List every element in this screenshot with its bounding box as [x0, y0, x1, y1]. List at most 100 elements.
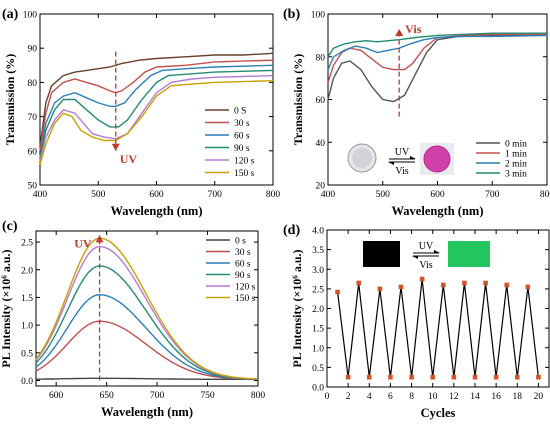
cycle-point — [536, 374, 541, 380]
y-tick-label: 60 — [28, 147, 38, 157]
cycle-point — [493, 374, 499, 380]
x-tick-label: 500 — [91, 190, 106, 200]
legend-label: 90 s — [234, 144, 250, 154]
x-tick-label: 0 — [325, 392, 330, 402]
x-tick-label: 600 — [430, 190, 445, 200]
cycle-point — [398, 284, 404, 290]
cycle-point — [345, 374, 351, 380]
series-line-60-s — [35, 293, 259, 380]
legend-label: 150 s — [234, 169, 255, 179]
x-axis-label: Wavelength (nm) — [101, 405, 193, 419]
y-tick-label: 0.0 — [21, 377, 33, 387]
cycle-point — [419, 276, 425, 282]
y-tick-label: 2.0 — [312, 305, 324, 315]
x-tick-label: 6 — [388, 392, 393, 402]
panel-label: (b) — [283, 7, 300, 22]
inset-lower-label: Vis — [419, 260, 432, 271]
series-line-0-min — [327, 34, 547, 103]
cycle-point — [472, 374, 478, 380]
cycle-point — [514, 374, 520, 380]
cycle-point — [483, 280, 488, 286]
cycle-point — [377, 286, 383, 292]
y-tick-label: 80 — [316, 53, 326, 63]
x-tick-label: 20 — [534, 392, 544, 402]
legend-label: 120 s — [235, 283, 256, 293]
x-tick-label: 800 — [266, 190, 281, 200]
legend-label: 150 s — [235, 294, 256, 304]
y-tick-label: 2.5 — [312, 285, 324, 295]
x-tick-label: 2 — [346, 392, 351, 402]
panel-label: (d) — [283, 223, 300, 238]
legend-label: 1 min — [505, 150, 527, 160]
cycle-line — [337, 279, 539, 378]
x-tick-label: 16 — [491, 392, 501, 402]
cycle-point — [504, 282, 510, 288]
series-line-120-s — [39, 74, 274, 162]
inset-arrowhead-right — [410, 156, 416, 159]
y-axis-label: Transmission (%) — [3, 54, 17, 145]
series-line-0-S — [39, 52, 274, 148]
series-line-150-s — [35, 237, 259, 380]
series-line-3-min — [327, 32, 547, 58]
y-tick-label: 0.5 — [312, 364, 324, 374]
x-tick-label: 400 — [33, 190, 48, 200]
y-tick-label: 20 — [316, 182, 326, 192]
annotation-arrowhead — [95, 235, 104, 243]
legend-label: 60 s — [234, 132, 250, 142]
x-tick-label: 12 — [449, 392, 459, 402]
y-tick-label: 2.0 — [21, 266, 33, 276]
y-tick-label: 50 — [28, 182, 38, 192]
y-tick-label: 90 — [28, 45, 38, 55]
y-tick-label: 1.0 — [21, 322, 33, 332]
legend-label: 0 s — [235, 237, 246, 247]
x-tick-label: 600 — [49, 391, 64, 401]
cycle-point — [440, 282, 446, 288]
panel-c: 600 650 700 750 800 0.0 0.5 1.0 1.5 2.0 2.5 Wavelen… — [0, 219, 265, 419]
series-line-2-min — [327, 34, 548, 70]
legend-label: 60 s — [235, 260, 251, 270]
legend-label: 30 s — [235, 248, 251, 258]
x-tick-label: 700 — [150, 391, 165, 401]
x-tick-label: 18 — [513, 392, 523, 402]
green-emission-image — [448, 241, 490, 267]
x-tick-label: 600 — [149, 190, 164, 200]
y-tick-label: 2.5 — [21, 239, 33, 249]
series-line-0-s — [36, 377, 258, 381]
cycle-point — [335, 289, 340, 295]
y-tick-label: 40 — [316, 139, 326, 149]
x-axis-label: Cycles — [421, 406, 456, 420]
legend-label: 0 min — [505, 140, 527, 150]
y-tick-label: 60 — [316, 96, 326, 106]
y-tick-label: 4.0 — [312, 227, 324, 237]
series-line-30-s — [35, 320, 259, 380]
inset-lower-label: Vis — [395, 166, 408, 177]
annotation-label: Vis — [405, 22, 422, 36]
y-tick-label: 0.0 — [312, 384, 324, 394]
cycle-point — [525, 284, 531, 290]
series-line-150-s — [39, 80, 274, 165]
inset-arrowhead-left — [388, 162, 394, 165]
cycle-point — [409, 374, 414, 380]
x-tick-label: 800 — [251, 391, 266, 401]
x-axis-label: Wavelength (nm) — [391, 204, 483, 218]
inset-upper-label: UV — [419, 241, 434, 252]
y-axis-label: Transmission (%) — [291, 54, 305, 145]
legend-label: 0 S — [234, 107, 246, 117]
cycle-point — [388, 374, 393, 380]
pink-vial-image — [423, 145, 451, 173]
colorless-vial-inner — [352, 148, 372, 168]
legend-label: 90 s — [235, 271, 251, 281]
series-line-90-s — [35, 265, 259, 380]
panel-d: 0 2 4 6 8 10 12 14 16 18 20 0.0 0.5 1.0 1.5 2.0 2.5 3.0 3.… — [283, 223, 550, 420]
y-tick-label: 1.5 — [21, 294, 33, 304]
cycle-point — [356, 280, 362, 286]
x-tick-label: 14 — [470, 392, 480, 402]
x-tick-label: 4 — [367, 392, 372, 402]
y-axis-label: PL Intensity (×10⁶ a.u.) — [290, 249, 304, 367]
y-tick-label: 1.5 — [312, 325, 324, 335]
y-tick-label: 100 — [311, 11, 326, 21]
annotation-label: UV — [74, 236, 92, 250]
x-tick-label: 700 — [485, 190, 500, 200]
x-tick-label: 8 — [409, 392, 414, 402]
